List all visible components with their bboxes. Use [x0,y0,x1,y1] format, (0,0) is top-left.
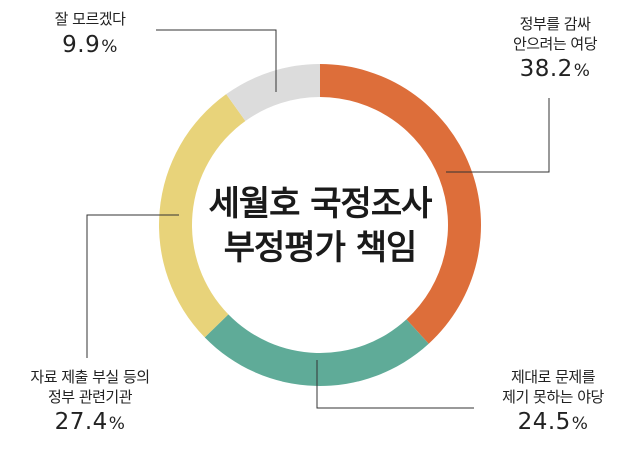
chart-title-line-2: 부정평가 책임 [223,228,418,269]
slice-label-line: 자료 제출 부실 등의 [30,368,150,386]
chart-title-line-1: 세월호 국정조사 [208,184,433,224]
slice-label-line: 정부를 감싸 [519,15,591,33]
leader-line-ruling-party [446,98,550,173]
leader-line-government-agencies [86,214,179,358]
slice-label-line: 정부 관련기관 [47,387,133,406]
leader-line-opposition-party [316,360,474,409]
slice-label-government-agencies: 자료 제출 부실 등의 정부 관련기관 27.4% [10,368,170,438]
slice-label-line: 제기 못하는 야당 [502,387,604,406]
slice-label-line: 제대로 문제를 [510,368,596,386]
slice-value: 9.9% [62,31,118,58]
slice-value: 38.2% [519,56,591,82]
slice-label-line: 잘 모르겠다 [54,10,126,28]
slice-label-line: 안으려는 여당 [512,34,598,53]
slice-value: 24.5% [517,409,589,435]
slice-value: 27.4% [54,409,126,435]
slice-label-ruling-party: 정부를 감싸 안으려는 여당 38.2% [490,15,620,85]
slice-label-opposition-party: 제대로 문제를 제기 못하는 야당 24.5% [478,368,628,438]
leader-line-dont-know [156,29,277,92]
slice-dont-know [226,64,320,121]
slice-government-agencies [159,94,246,338]
slice-label-dont-know: 잘 모르겠다 9.9% [30,10,150,60]
chart-title: 세월호 국정조사 부정평가 책임 [160,182,480,270]
slice-opposition-party [204,314,429,387]
slice-ruling-party [320,64,481,344]
